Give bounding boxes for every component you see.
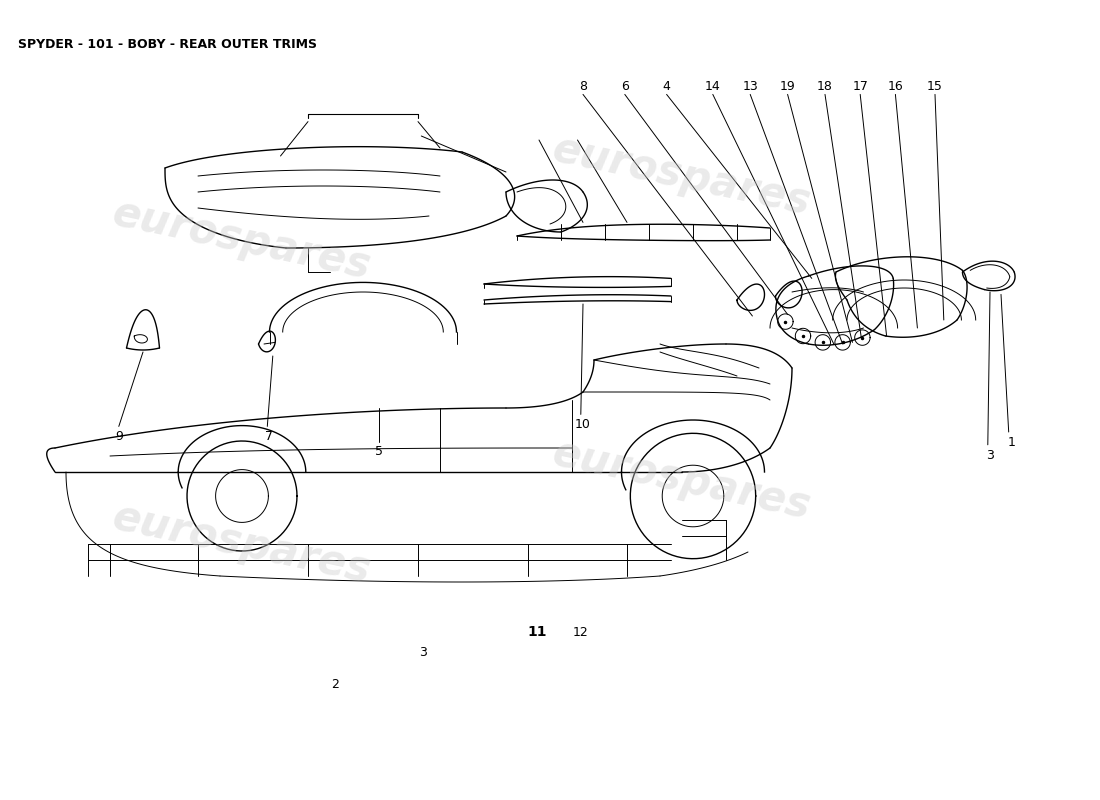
Text: 17: 17 [852,80,868,93]
Text: 6: 6 [620,80,629,93]
Text: 9: 9 [114,430,123,442]
Text: 18: 18 [817,80,833,93]
Text: 13: 13 [742,80,758,93]
Text: 2: 2 [331,678,340,690]
Text: 19: 19 [780,80,795,93]
Text: 5: 5 [375,446,384,458]
Text: 7: 7 [265,430,274,442]
Text: eurospares: eurospares [109,192,375,288]
Text: 1: 1 [1008,436,1016,449]
Text: 10: 10 [575,418,591,430]
Text: 14: 14 [705,80,720,93]
Text: 12: 12 [573,626,588,638]
Text: eurospares: eurospares [549,128,815,224]
Text: 4: 4 [662,80,671,93]
Text: 3: 3 [419,646,428,658]
Text: SPYDER - 101 - BOBY - REAR OUTER TRIMS: SPYDER - 101 - BOBY - REAR OUTER TRIMS [18,38,317,51]
Text: eurospares: eurospares [549,432,815,528]
Text: 8: 8 [579,80,587,93]
Text: 11: 11 [527,625,547,639]
Text: eurospares: eurospares [109,496,375,592]
Text: 16: 16 [888,80,903,93]
Text: 3: 3 [986,450,994,462]
Text: 15: 15 [927,80,943,93]
